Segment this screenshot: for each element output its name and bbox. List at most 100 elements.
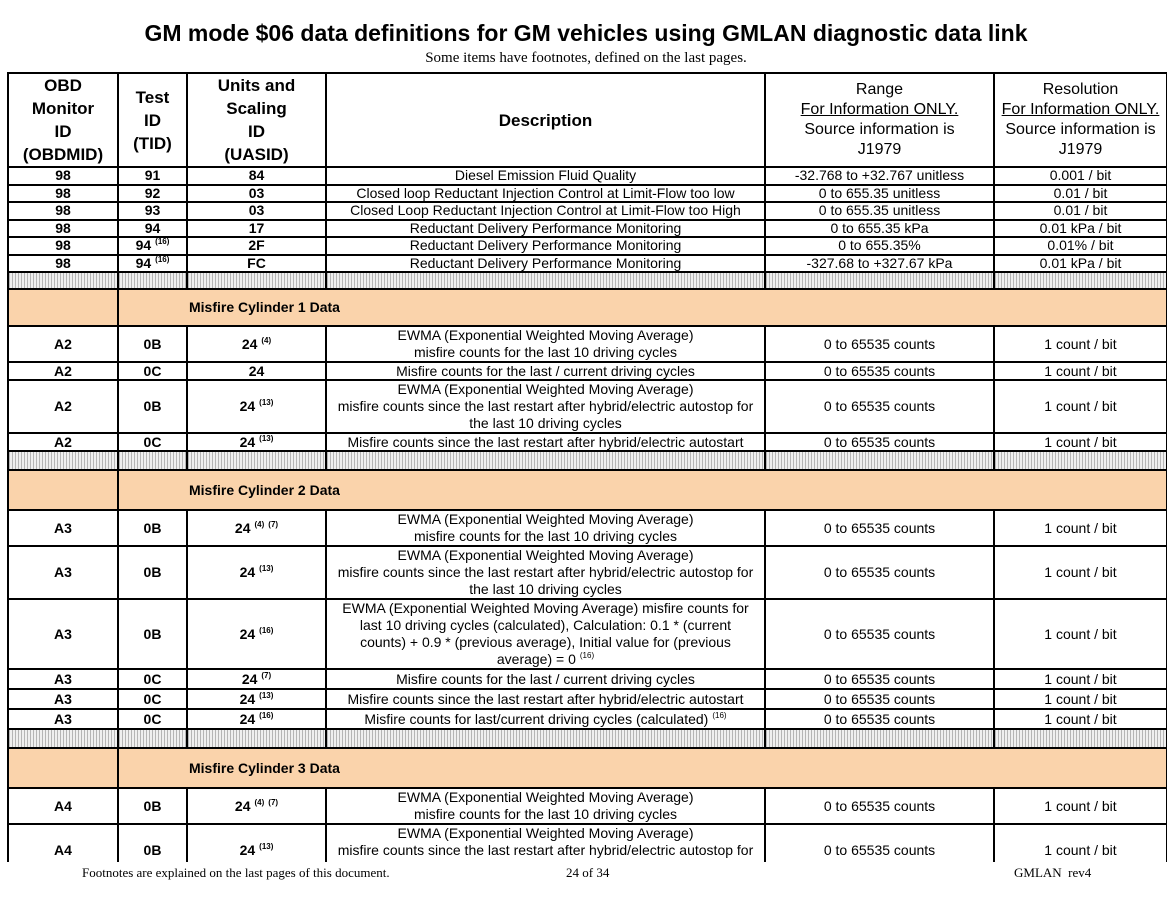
- range-cell: 0 to 65535 counts: [764, 823, 995, 862]
- description-cell: Closed loop Reductant Injection Control …: [325, 183, 766, 203]
- resolution-cell: 1 count / bit: [993, 379, 1167, 434]
- footer-left: Footnotes are explained on the last page…: [82, 865, 390, 880]
- description-cell: EWMA (Exponential Weighted Moving Averag…: [325, 787, 766, 825]
- tid-cell: 0B: [117, 325, 188, 363]
- uasid-cell: 24 (13): [186, 545, 327, 600]
- uasid-cell: FC: [186, 253, 327, 273]
- header-row: OBD Monitor ID (OBDMID) Test ID (TID) Units and…: [7, 72, 1167, 168]
- tid: 94: [135, 254, 152, 271]
- uasid-cell: 24 (13): [186, 379, 327, 434]
- table-row: A3 0B 24 (16) EWMA (Exponential Weighted Mov…: [7, 598, 1167, 670]
- range-cell: 0 to 65535 counts: [764, 361, 995, 381]
- table-container: OBD Monitor ID (OBDMID) Test ID (TID) Units and…: [7, 72, 1167, 862]
- resolution-cell: 1 count / bit: [993, 545, 1167, 600]
- table-row: 98 92 03 Closed loop Reductant Injection Co…: [7, 183, 1167, 203]
- section-title: Misfire Cylinder 1 Data: [117, 288, 1167, 327]
- table-row: A3 0C 24 (7) Misfire counts for the last / c…: [7, 668, 1167, 690]
- tid-cell: 0B: [117, 823, 188, 862]
- table-row: [7, 271, 1167, 290]
- obdmid-cell: A3: [7, 688, 119, 710]
- footnote-ref: (7): [261, 670, 272, 680]
- description-line: misfire counts since the last restart af…: [337, 564, 754, 580]
- separator-cell: [186, 271, 327, 290]
- obdmid-cell: A2: [7, 325, 119, 363]
- table-row: A3 0B 24 (4) (7) EWMA (Exponential Weighted M…: [7, 509, 1167, 547]
- description-line: misfire counts for the last 10 driving c…: [414, 528, 677, 544]
- description-line: Reductant Delivery Performance Monitorin…: [409, 237, 682, 254]
- obdmid: A2: [54, 433, 72, 450]
- obdmid-cell: A3: [7, 509, 119, 547]
- tid-cell: 0B: [117, 787, 188, 825]
- tid-cell: 92: [117, 183, 188, 203]
- obdmid: A3: [54, 710, 72, 727]
- description-line: EWMA (Exponential Weighted Moving Averag…: [397, 547, 694, 563]
- range-cell: 0 to 655.35 unitless: [764, 201, 995, 221]
- header-line: (UASID): [224, 145, 289, 164]
- tid: 91: [144, 167, 161, 184]
- obdmid: A3: [54, 625, 72, 642]
- obdmid-cell: A3: [7, 545, 119, 600]
- obdmid-cell: A3: [7, 668, 119, 690]
- description-cell: Misfire counts since the last restart af…: [325, 688, 766, 710]
- range-cell: 0 to 65535 counts: [764, 432, 995, 452]
- obdmid-cell: 98: [7, 236, 119, 256]
- column-header: Description: [325, 72, 766, 168]
- header-line: ID: [144, 110, 161, 130]
- obdmid-cell: 98: [7, 218, 119, 238]
- range-cell: 0 to 65535 counts: [764, 598, 995, 670]
- obdmid: 98: [55, 202, 71, 219]
- table-row: 98 94 (16) FC Reductant Delivery Performance…: [7, 253, 1167, 273]
- description-line: average) = 0: [496, 651, 576, 667]
- obdmid-cell: A2: [7, 432, 119, 452]
- column-header: Resolution For Information ONLY. Source in…: [993, 72, 1167, 168]
- uasid: 24: [248, 362, 265, 379]
- resolution-cell: 0.01 / bit: [993, 183, 1167, 203]
- obdmid: A2: [54, 335, 72, 352]
- header-line: J1979: [857, 141, 902, 158]
- obdmid-cell: 98: [7, 253, 119, 273]
- range-cell: 0 to 65535 counts: [764, 708, 995, 730]
- table-row: [7, 450, 1167, 471]
- description-line: EWMA (Exponential Weighted Moving Averag…: [397, 511, 694, 527]
- description-line: misfire counts since the last restart af…: [337, 398, 754, 414]
- header-line: For Information ONLY.: [1001, 101, 1160, 118]
- description-cell: Misfire counts for the last / current dr…: [325, 361, 766, 381]
- obdmid: 98: [55, 219, 71, 236]
- separator-cell: [993, 728, 1167, 749]
- uasid: 24: [239, 564, 256, 580]
- separator-cell: [7, 728, 119, 749]
- description-line: misfire counts since the last restart af…: [337, 842, 754, 858]
- description-line: Closed loop Reductant Injection Control …: [356, 184, 735, 201]
- header-line: Monitor: [31, 99, 95, 118]
- header-line: (TID): [133, 133, 172, 153]
- table-row: Misfire Cylinder 3 Data: [7, 747, 1167, 789]
- description-cell: Reductant Delivery Performance Monitorin…: [325, 236, 766, 256]
- separator-cell: [117, 450, 188, 471]
- separator-cell: [7, 271, 119, 290]
- tid-cell: 0C: [117, 668, 188, 690]
- description-cell: Misfire counts for last/current driving …: [325, 708, 766, 730]
- uasid-cell: 24 (16): [186, 708, 327, 730]
- obdmid-cell: A4: [7, 787, 119, 825]
- description-cell: EWMA (Exponential Weighted Moving Averag…: [325, 598, 766, 670]
- description-line: EWMA (Exponential Weighted Moving Averag…: [397, 825, 694, 841]
- tid-cell: 0B: [117, 598, 188, 670]
- section-title: Misfire Cylinder 2 Data: [117, 469, 1167, 511]
- description-line: Misfire counts for the last / current dr…: [396, 362, 695, 379]
- footnote-ref: (16): [155, 254, 170, 264]
- separator-cell: [993, 450, 1167, 471]
- description-line: EWMA (Exponential Weighted Moving Averag…: [342, 600, 749, 616]
- uasid: 24: [239, 625, 256, 642]
- header-line: Description: [498, 110, 593, 130]
- description-line: EWMA (Exponential Weighted Moving Averag…: [397, 327, 694, 343]
- column-header: Range For Information ONLY. Source informa…: [764, 72, 995, 168]
- obdmid-cell: 98: [7, 201, 119, 221]
- uasid: 84: [248, 167, 265, 184]
- tid: 92: [144, 184, 161, 201]
- footnote-ref: (16): [712, 710, 727, 720]
- table-row: 98 94 17 Reductant Delivery Performance Mon…: [7, 218, 1167, 238]
- header-line: Units and: [217, 76, 296, 95]
- tid: 0B: [143, 398, 162, 414]
- obdmid: A4: [54, 842, 72, 858]
